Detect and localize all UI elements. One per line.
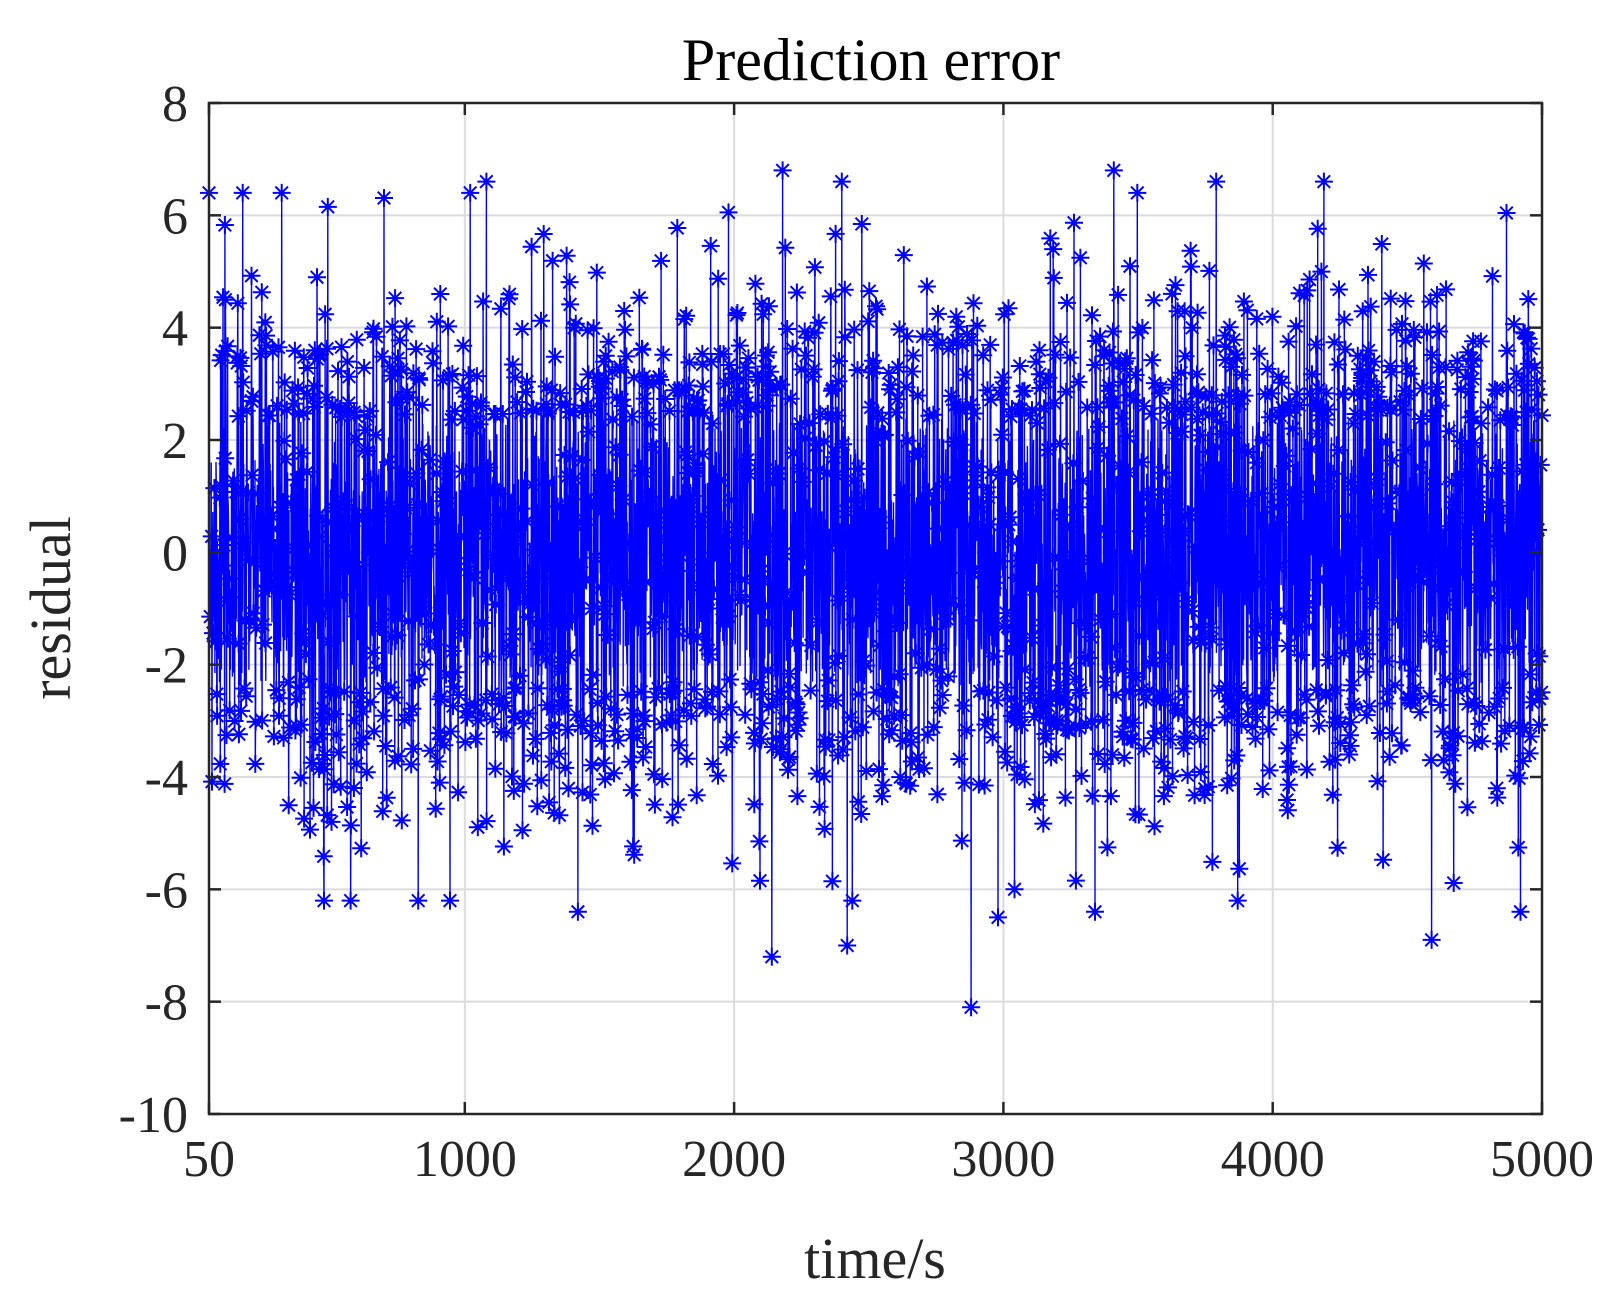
series-residual — [200, 161, 1551, 1017]
x-tick-labels: 50 1000 2000 3000 4000 5000 — [183, 1131, 1594, 1188]
y-tick-label: -2 — [145, 638, 188, 695]
y-tick-labels: -10 -8 -6 -4 -2 0 2 4 6 8 — [119, 76, 188, 1144]
x-tick-label: 4000 — [1221, 1131, 1325, 1188]
ticks — [207, 101, 1544, 1116]
y-tick-label: -6 — [145, 862, 188, 919]
y-tick-label: 0 — [162, 525, 188, 582]
y-axis-label: residual — [18, 516, 83, 700]
y-tick-label: 2 — [162, 413, 188, 470]
y-tick-label: 8 — [162, 76, 188, 133]
y-tick-label: 4 — [162, 301, 188, 358]
x-tick-label: 3000 — [951, 1131, 1055, 1188]
x-tick-label: 2000 — [682, 1131, 786, 1188]
plot-frame — [207, 101, 1544, 1116]
x-tick-label: 5000 — [1490, 1131, 1594, 1188]
y-tick-label: -8 — [145, 975, 188, 1032]
x-tick-label: 50 — [183, 1131, 235, 1188]
y-tick-label: -10 — [119, 1087, 188, 1144]
x-tick-label: 1000 — [413, 1131, 517, 1188]
y-tick-label: -4 — [145, 750, 188, 807]
y-tick-label: 6 — [162, 188, 188, 245]
x-axis-label: time/s — [804, 1226, 946, 1291]
chart-title: Prediction error — [682, 27, 1060, 93]
